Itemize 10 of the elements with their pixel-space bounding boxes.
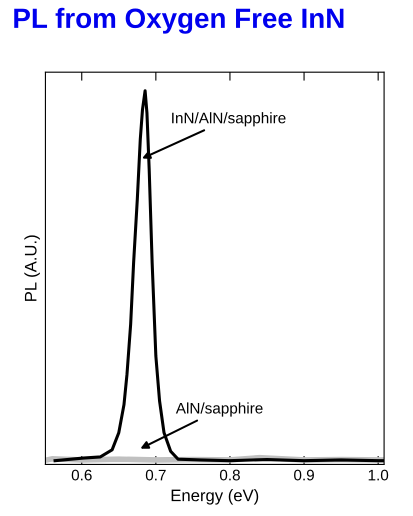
x-tick-label: 0.6 <box>72 470 92 480</box>
x-tick-label: 0.8 <box>220 470 240 480</box>
x-axis-title: Energy (eV) <box>172 489 258 505</box>
chart-title: PL from Oxygen Free InN <box>14 8 344 34</box>
x-tick-label: 0.7 <box>146 470 166 480</box>
annotation: InN/AlN/sapphire <box>172 112 286 126</box>
x-tick-label: 1.0 <box>368 470 388 480</box>
y-axis-title: PL (A.U.) <box>24 235 40 301</box>
annotation: AlN/sapphire <box>176 402 263 417</box>
x-tick-label: 0.9 <box>294 470 314 480</box>
